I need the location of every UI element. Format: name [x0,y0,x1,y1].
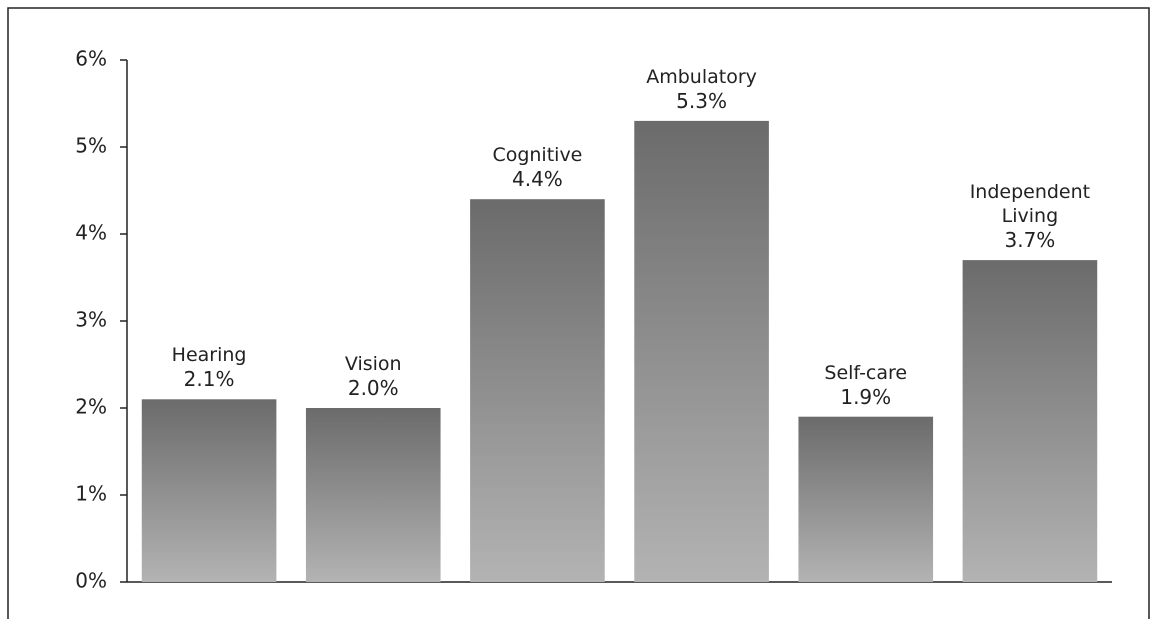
bar-label: Vision 2.0% [293,352,453,400]
bar [141,399,277,582]
y-tick-label: 0% [75,569,107,593]
category-label: Cognitive [492,144,583,167]
value-label: 3.7% [1004,228,1056,253]
y-tick-label: 1% [75,482,107,506]
category-label: Vision [344,353,402,375]
value-label: 2.1% [183,367,235,392]
category-label: Ambulatory [646,65,757,88]
category-label: Self-care [824,361,908,384]
bar [798,416,934,582]
category-label: Hearing [171,344,247,367]
value-label: 5.3% [676,88,727,113]
y-tick-label: 4% [75,221,107,245]
value-label: 2.0% [347,376,399,400]
bar-label: Cognitive 4.4% [457,143,617,191]
bar [962,260,1098,582]
y-tick-label: 2% [75,395,107,419]
category-label: Independent Living [969,181,1091,228]
bar-label: Hearing 2.1% [129,343,289,391]
bar-label: Independent Living 3.7% [950,180,1110,252]
bar [305,408,441,582]
y-tick-label: 5% [75,134,107,158]
y-tick-label: 6% [75,47,107,71]
bar-label: Self-care 1.9% [786,361,946,409]
y-tick-label: 3% [75,308,107,332]
value-label: 4.4% [512,167,563,192]
bar [634,120,769,583]
value-label: 1.9% [840,384,892,409]
frame [7,7,1150,619]
bar [470,199,605,582]
bar-label: Ambulatory 5.3% [622,65,782,113]
